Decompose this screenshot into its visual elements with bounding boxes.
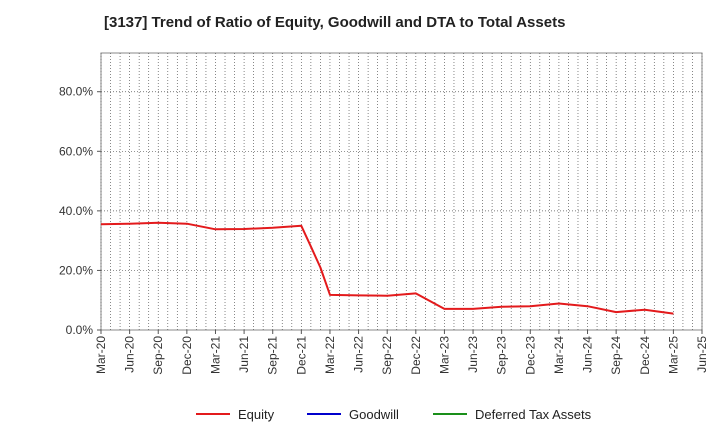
- x-tick-label: Jun-21: [237, 336, 251, 373]
- series-line-equity: [100, 221, 674, 315]
- legend: Equity Goodwill Deferred Tax Assets: [196, 407, 592, 422]
- x-tick-label: Dec-24: [638, 336, 652, 375]
- series-lines: [100, 221, 674, 315]
- legend-label: Goodwill: [349, 407, 399, 422]
- x-tick-label: Mar-20: [94, 336, 108, 374]
- plot-background: [100, 52, 703, 331]
- x-tick-label: Jun-23: [466, 336, 480, 373]
- y-tick-label: 0.0%: [66, 323, 94, 337]
- y-tick-label: 80.0%: [59, 85, 93, 99]
- y-axis-ticks: 0.0% 20.0% 40.0% 60.0% 80.0%: [59, 85, 101, 337]
- x-axis-ticks: Mar-20 Jun-20 Sep-20 Dec-20 Mar-21 Jun-21 Sep-…: [94, 330, 709, 375]
- legend-item-deferred-tax-assets: Deferred Tax Assets: [433, 407, 592, 422]
- legend-label: Equity: [238, 407, 275, 422]
- x-tick-label: Jun-20: [123, 336, 137, 373]
- y-tick-label: 40.0%: [59, 204, 93, 218]
- y-tick-label: 60.0%: [59, 144, 93, 158]
- x-tick-label: Dec-20: [180, 336, 194, 375]
- x-tick-label: Sep-24: [609, 336, 623, 375]
- legend-item-goodwill: Goodwill: [307, 407, 399, 422]
- x-tick-label: Mar-25: [666, 336, 680, 374]
- x-tick-label: Jun-24: [581, 336, 595, 373]
- x-tick-label: Jun-22: [352, 336, 366, 373]
- x-tick-label: Mar-24: [552, 336, 566, 374]
- x-tick-label: Mar-22: [323, 336, 337, 374]
- x-tick-label: Dec-23: [523, 336, 537, 375]
- chart-title: [3137] Trend of Ratio of Equity, Goodwil…: [104, 14, 566, 31]
- x-tick-label: Dec-21: [294, 336, 308, 375]
- x-tick-label: Sep-23: [495, 336, 509, 375]
- x-tick-label: Mar-21: [208, 336, 222, 374]
- legend-label: Deferred Tax Assets: [475, 407, 592, 422]
- x-tick-label: Sep-20: [151, 336, 165, 375]
- y-tick-label: 20.0%: [59, 263, 93, 277]
- legend-item-equity: Equity: [196, 407, 275, 422]
- x-tick-label: Mar-23: [437, 336, 451, 374]
- x-tick-label: Dec-22: [409, 336, 423, 375]
- x-tick-label: Jun-25: [695, 336, 709, 373]
- grid: [100, 53, 703, 330]
- x-tick-label: Sep-22: [380, 336, 394, 375]
- x-tick-label: Sep-21: [266, 336, 280, 375]
